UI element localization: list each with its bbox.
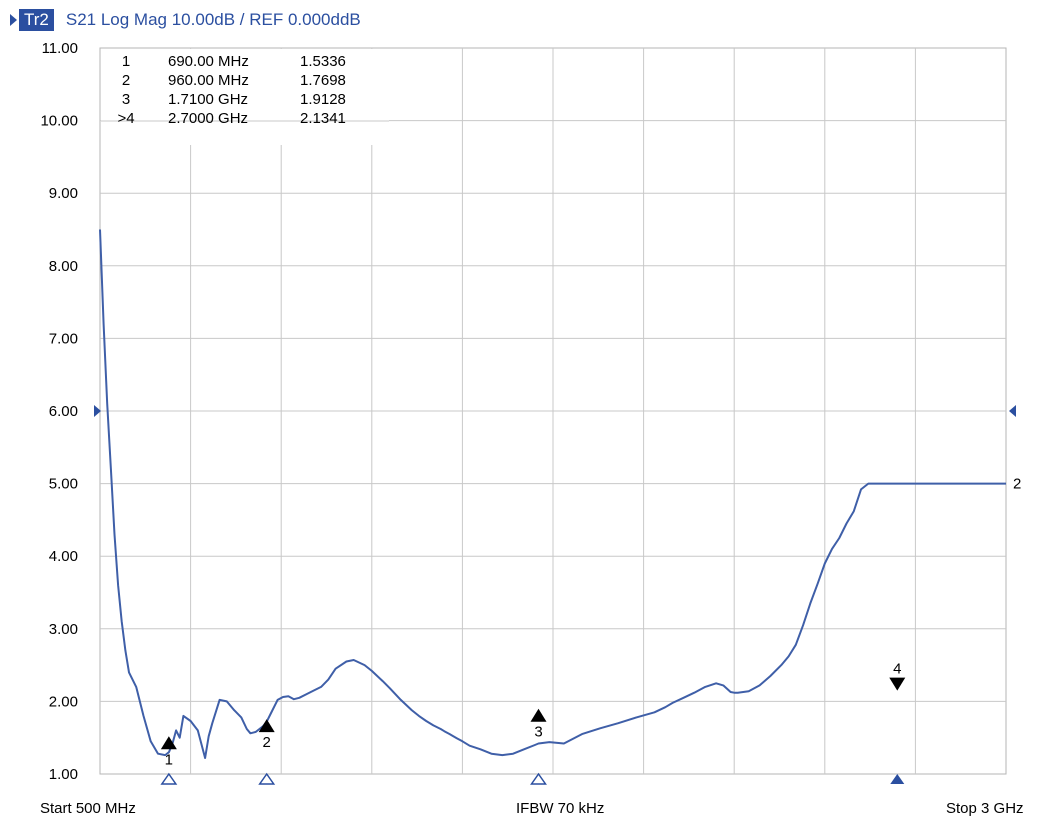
marker-position-indicator-icon	[258, 772, 276, 785]
marker-table-row[interactable]: 2 960.00 MHz 1.7698	[122, 72, 346, 89]
y-tick-label: 1.00	[49, 766, 78, 783]
y-tick-label: 10.00	[40, 113, 78, 130]
marker-table-id: 1	[122, 53, 130, 70]
y-tick-label: 8.00	[49, 258, 78, 275]
marker-table-frequency: 2.7000 GHz	[168, 110, 248, 127]
marker-table-row[interactable]: 1 690.00 MHz 1.5336	[122, 53, 346, 70]
y-tick-label: 2.00	[49, 693, 78, 710]
marker-table-frequency: 690.00 MHz	[168, 53, 249, 70]
y-tick-label: 5.00	[49, 476, 78, 493]
trace-layer: 2	[94, 229, 1021, 759]
y-tick-label: 7.00	[49, 330, 78, 347]
marker-label: 2	[263, 734, 271, 751]
marker-down-triangle-icon	[889, 677, 906, 691]
chart-title: S21 Log Mag 10.00dB / REF 0.000ddB	[65, 10, 361, 29]
chart-plot: 11.0010.009.008.007.006.005.004.003.002.…	[40, 40, 1021, 785]
markers: 1 2 3 4	[160, 661, 906, 785]
marker-table-row[interactable]: 3 1.7100 GHz 1.9128	[122, 91, 346, 108]
y-tick-label: 3.00	[49, 621, 78, 638]
reference-level-right-icon[interactable]	[1009, 405, 1016, 417]
marker-up-triangle-icon	[160, 736, 177, 750]
marker-table-value: 1.9128	[300, 91, 346, 108]
trace-pointer-icon	[10, 14, 17, 26]
marker-2[interactable]: 2	[258, 719, 276, 785]
marker-table: 1 690.00 MHz 1.5336 2 960.00 MHz 1.7698 3 1.710…	[101, 49, 389, 145]
marker-table-frequency: 960.00 MHz	[168, 72, 249, 89]
reference-level-left-icon[interactable]	[94, 405, 101, 417]
y-tick-label: 6.00	[49, 403, 78, 420]
marker-4[interactable]: 4	[889, 661, 906, 784]
marker-3[interactable]: 3	[530, 708, 547, 785]
start-frequency-label: Start 500 MHz	[40, 800, 136, 817]
marker-position-indicator-icon	[890, 774, 905, 784]
marker-label: 3	[534, 724, 542, 741]
y-tick-label: 9.00	[49, 185, 78, 202]
trace-badge[interactable]: Tr2	[19, 9, 54, 31]
marker-table-id: 2	[122, 72, 130, 89]
grid	[99, 47, 1007, 775]
y-tick-label: 4.00	[49, 548, 78, 565]
marker-position-indicator-icon	[160, 772, 178, 785]
marker-table-value: 1.7698	[300, 72, 346, 89]
y-tick-label: 11.00	[42, 40, 78, 57]
marker-up-triangle-icon	[258, 719, 275, 733]
marker-up-triangle-icon	[530, 708, 547, 722]
ifbw-label: IFBW 70 kHz	[516, 800, 605, 817]
marker-1[interactable]: 1	[160, 736, 178, 785]
trace-header: Tr2 S21 Log Mag 10.00dB / REF 0.000ddB	[10, 8, 361, 32]
trace-line	[99, 229, 1006, 759]
trace-end-label: 2	[1013, 476, 1021, 493]
marker-table-id: >4	[117, 110, 134, 127]
marker-table-value: 1.5336	[300, 53, 346, 70]
marker-position-indicator-icon	[530, 772, 547, 785]
marker-label: 1	[165, 751, 173, 768]
marker-table-background	[101, 49, 389, 145]
marker-table-id: 3	[122, 91, 130, 108]
marker-table-frequency: 1.7100 GHz	[168, 91, 248, 108]
marker-table-row[interactable]: >4 2.7000 GHz 2.1341	[117, 110, 345, 127]
y-axis-ticks: 11.00 10.00 9.00 8.00 7.00 6.00 5.00 4.00 3.00 2.…	[40, 40, 78, 783]
stop-frequency-label: Stop 3 GHz	[946, 800, 1024, 817]
marker-label: 4	[893, 661, 901, 678]
marker-table-value: 2.1341	[300, 110, 346, 127]
